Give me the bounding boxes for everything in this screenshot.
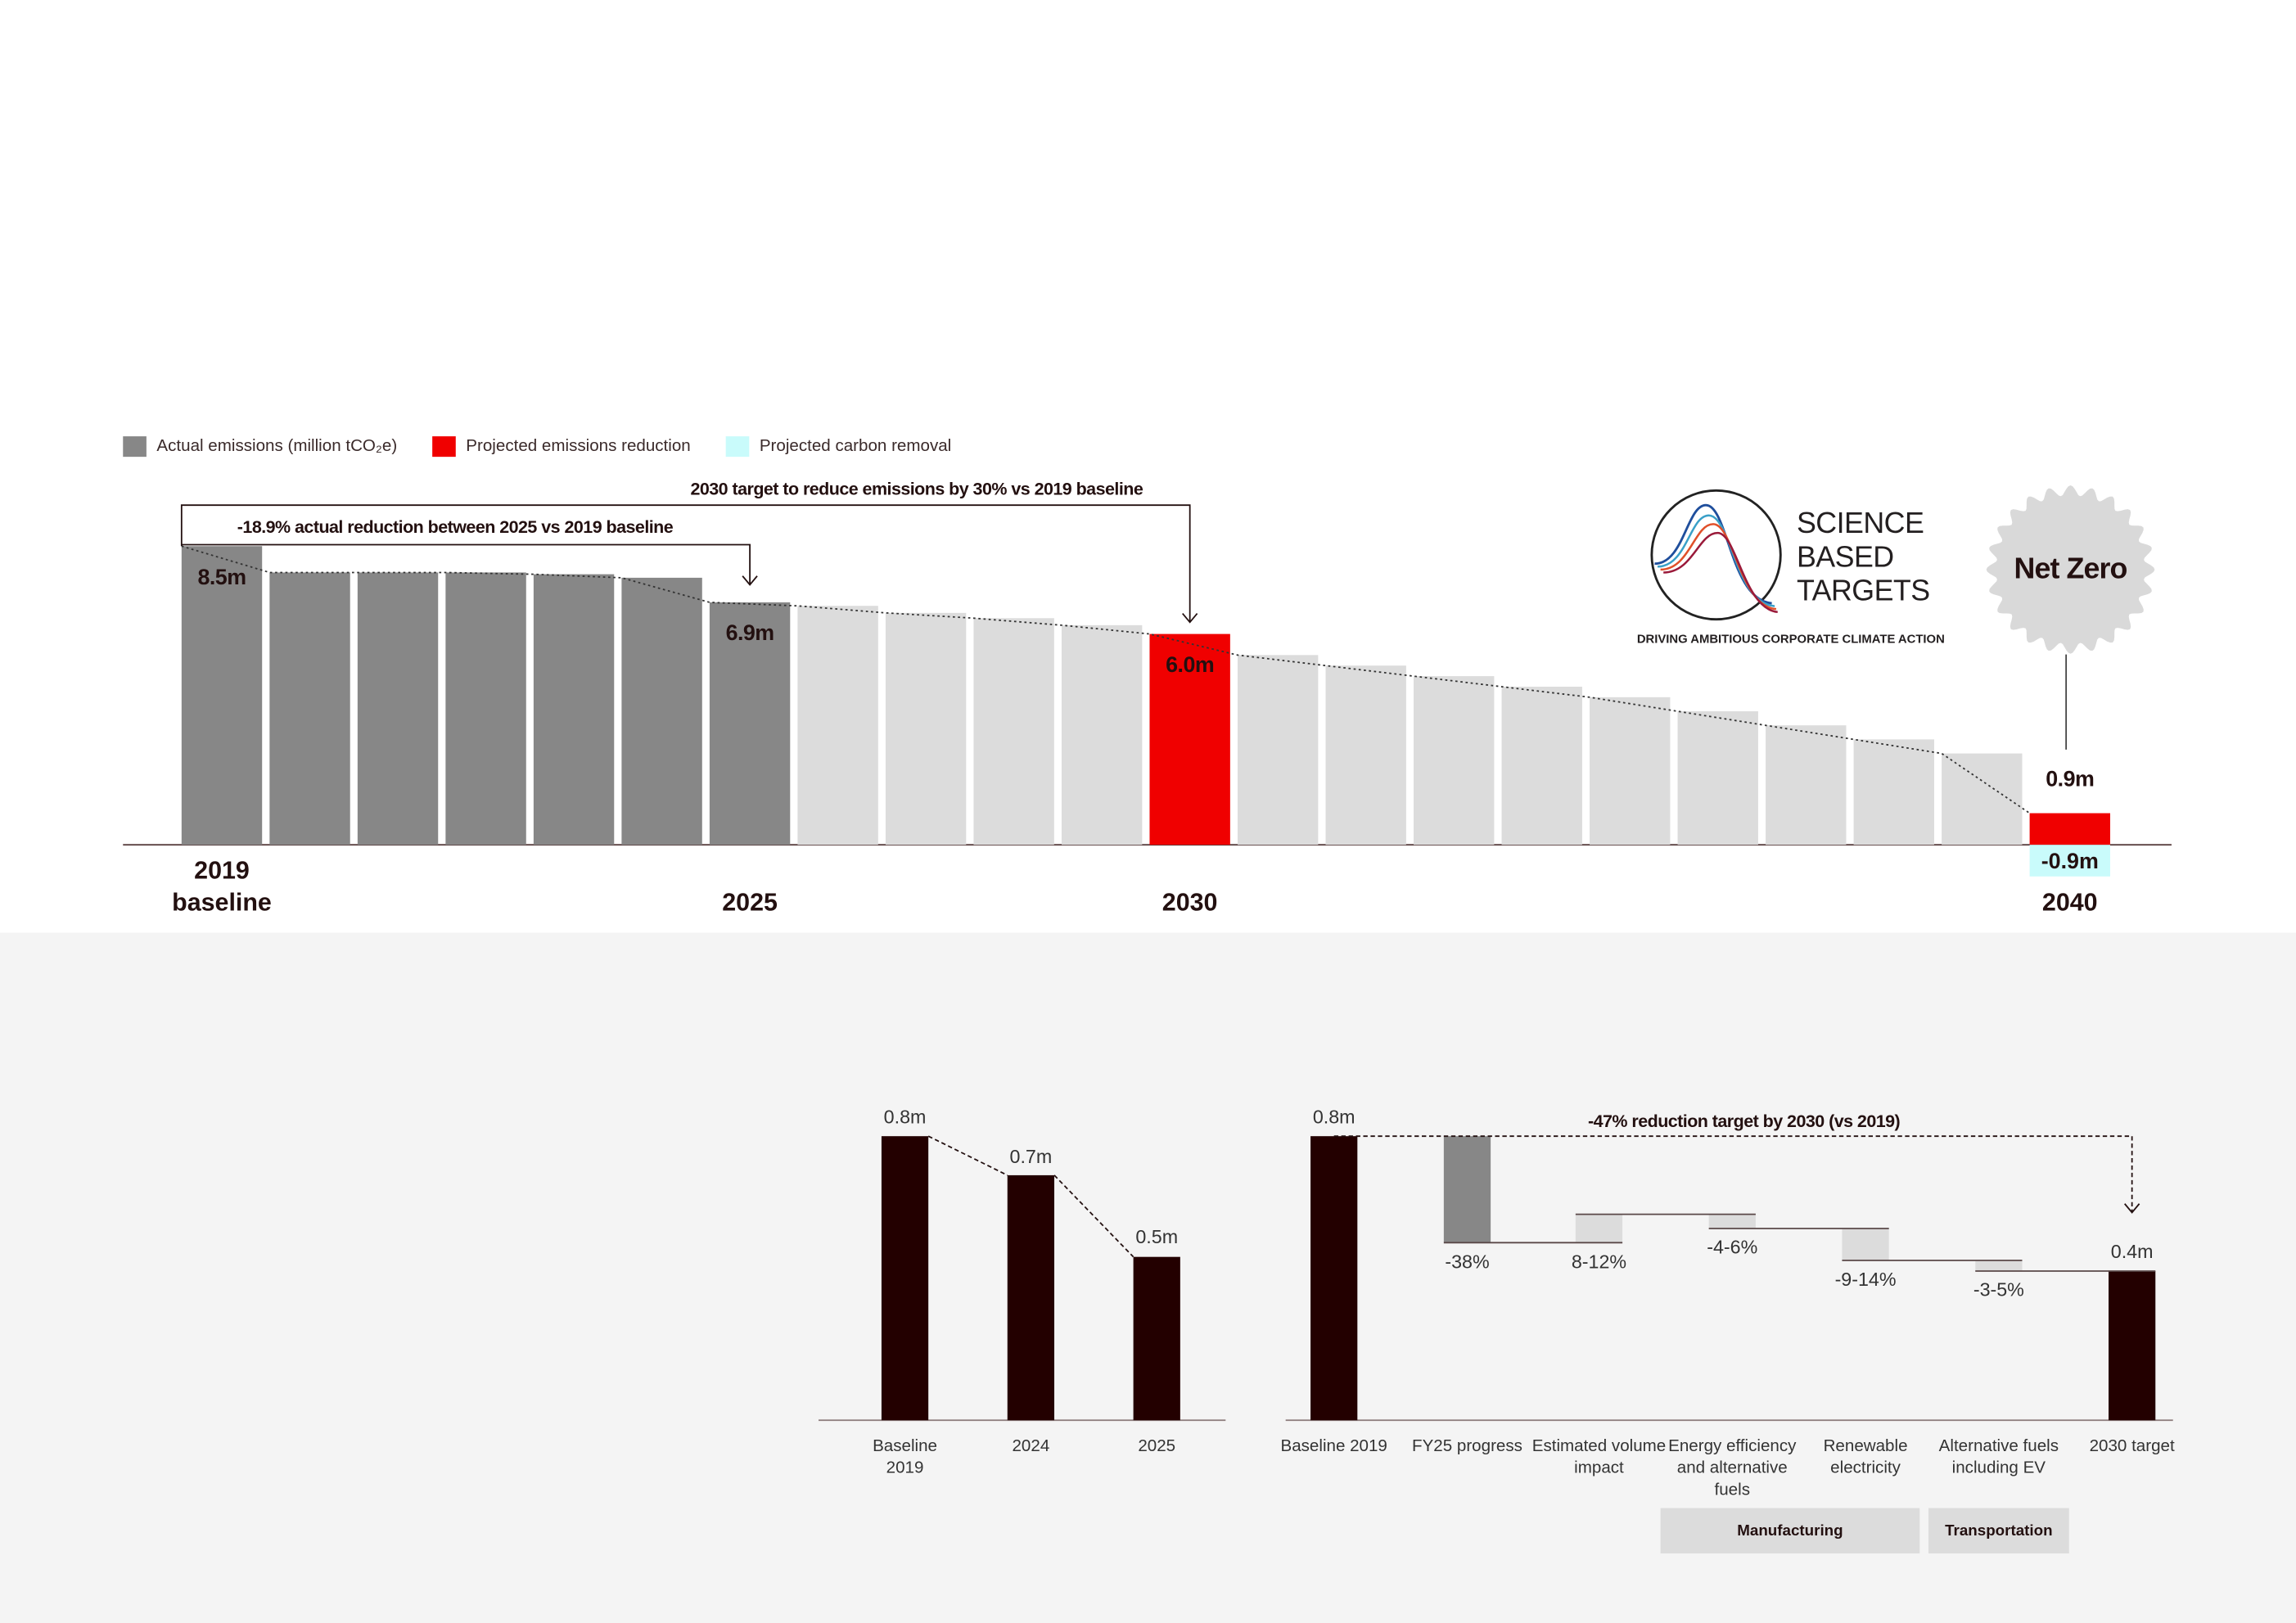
bar <box>1007 1174 1055 1421</box>
x-tick-label: 2040 <box>2041 888 2098 917</box>
group-label: Manufacturing <box>1737 1522 1843 1540</box>
bar <box>1766 725 1847 845</box>
x-tick-label: Baseline 2019 <box>873 1437 938 1478</box>
legend-label: Projected carbon removal <box>759 438 952 456</box>
legend-swatch <box>432 436 456 458</box>
value-label: 6.9m <box>725 621 775 647</box>
bar <box>1708 1214 1756 1229</box>
x-tick-label: Alternative fuels including EV <box>1938 1437 2059 1478</box>
arrow-head <box>1182 612 1198 624</box>
bar <box>1590 697 1671 845</box>
bracket <box>181 543 751 585</box>
bar <box>2109 1271 2156 1421</box>
value-label: -38% <box>1445 1250 1490 1273</box>
value-label: -9-14% <box>1834 1268 1897 1291</box>
value-label: 0.5m <box>1135 1226 1179 1249</box>
connector <box>927 1135 1008 1176</box>
x-tick-label: 2024 <box>1012 1437 1050 1456</box>
bar <box>1853 739 1934 845</box>
group-box <box>1928 1508 2069 1554</box>
x-tick-label: 2025 <box>1138 1437 1176 1456</box>
value-label: 8-12% <box>1571 1250 1627 1273</box>
bar <box>1575 1214 1623 1243</box>
bar <box>445 572 526 845</box>
legend-label: Actual emissions (million tCO₂e) <box>156 438 398 456</box>
value-label: 6.0m <box>1166 652 1215 679</box>
bar <box>1237 655 1319 845</box>
bar <box>533 574 615 845</box>
value-label: 0.7m <box>1009 1144 1053 1167</box>
bar <box>1414 676 1495 845</box>
bar <box>1501 686 1582 845</box>
x-tick-label: 2030 target <box>2089 1437 2175 1456</box>
net-zero-badge <box>1986 485 2155 654</box>
badge-text: Net Zero <box>2014 553 2128 586</box>
legend-label: Projected emissions reduction <box>466 438 691 456</box>
bar <box>1677 711 1758 845</box>
bar <box>1149 633 1230 845</box>
removal-label: -0.9m <box>2041 849 2099 874</box>
x-tick-label: Energy efficiency and alternative fuels <box>1668 1437 1797 1499</box>
value-label: 0.8m <box>883 1105 927 1128</box>
value-label: 0.9m <box>2046 768 2095 793</box>
bar <box>709 602 791 845</box>
bar <box>2029 813 2110 845</box>
bar <box>181 546 263 845</box>
legend-swatch <box>123 436 147 458</box>
annotation: -47% reduction target by 2030 (vs 2019) <box>1588 1111 1901 1132</box>
legend-swatch <box>725 436 750 458</box>
x-tick-label: 2025 <box>722 888 778 917</box>
bar <box>1133 1256 1180 1421</box>
value-label: -3-5% <box>1973 1278 2024 1301</box>
x-tick-label: FY25 progress <box>1412 1437 1522 1456</box>
bracket <box>180 504 1191 623</box>
value-label: 0.8m <box>1312 1105 1355 1128</box>
bar <box>1310 1136 1358 1421</box>
arrow-head <box>742 575 758 586</box>
annotation: -18.9% actual reduction between 2025 vs … <box>237 516 674 538</box>
logo-text: SCIENCE <box>1796 507 1924 541</box>
x-tick-label: Baseline 2019 <box>1280 1437 1387 1456</box>
bar <box>973 618 1054 845</box>
bar <box>1942 753 2023 845</box>
x-tick-label: 2019 baseline <box>172 856 272 917</box>
bar <box>269 572 350 845</box>
value-label: 0.4m <box>2110 1240 2154 1263</box>
bar <box>881 1136 929 1421</box>
x-tick-label: Estimated volume impact <box>1531 1437 1667 1478</box>
logo-tagline: DRIVING AMBITIOUS CORPORATE CLIMATE ACTI… <box>1636 631 1945 646</box>
group-box <box>1660 1508 1920 1554</box>
connector <box>1053 1174 1134 1258</box>
annotation: 2030 target to reduce emissions by 30% v… <box>690 478 1143 499</box>
logo-text: TARGETS <box>1796 575 1930 608</box>
bar <box>885 612 967 845</box>
x-tick-label: 2030 <box>1162 888 1218 917</box>
sbt-logo <box>1650 489 1782 621</box>
bar <box>1842 1228 1889 1261</box>
bar <box>797 606 878 845</box>
logo-text: BASED <box>1796 541 1894 575</box>
value-label: -4-6% <box>1707 1236 1758 1259</box>
group-label: Transportation <box>1945 1522 2053 1540</box>
target-bracket <box>1333 1135 2133 1213</box>
bar <box>1443 1136 1491 1243</box>
arrow-head <box>2124 1203 2140 1214</box>
bar <box>357 572 439 845</box>
x-tick-label: Renewable electricity <box>1823 1437 1908 1478</box>
bar <box>1061 624 1143 845</box>
bar <box>621 577 702 845</box>
bar <box>1975 1260 2023 1272</box>
value-label: 8.5m <box>197 565 247 590</box>
removal-bar <box>2029 845 2110 877</box>
bar <box>1325 665 1406 845</box>
